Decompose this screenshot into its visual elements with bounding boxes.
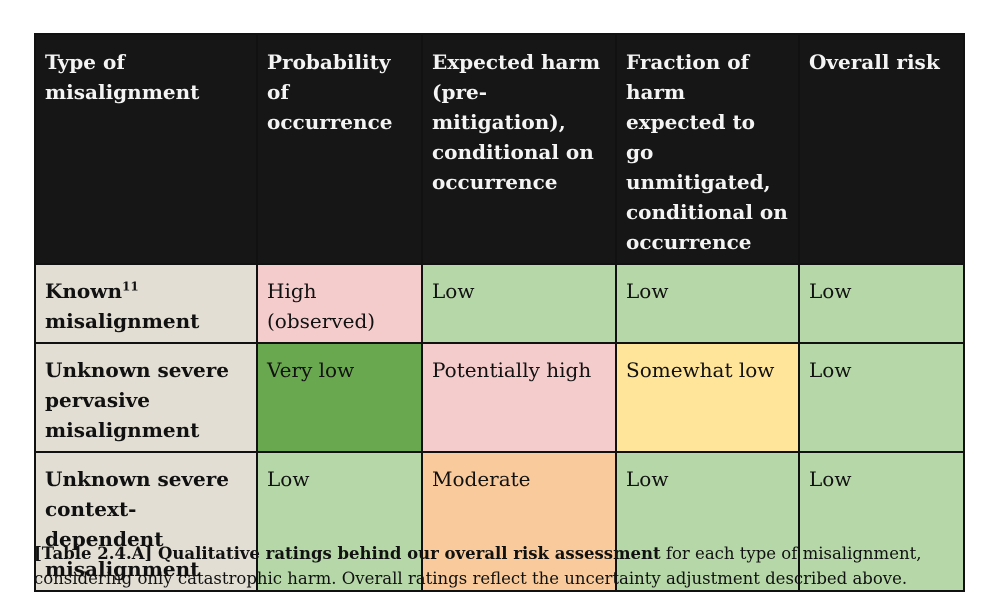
- cell-overall-risk: Low: [798, 342, 965, 453]
- header-fraction-unmitigated: Fraction of harm expected to go unmitiga…: [615, 33, 800, 265]
- table-row: Unknown severe pervasive misalignment Ve…: [34, 342, 965, 453]
- cell-expected-harm: Low: [421, 263, 617, 344]
- row-label-unknown-context-dependent: Unknown severe context-dependent misalig…: [34, 451, 258, 592]
- cell-overall-risk: Low: [798, 263, 965, 344]
- caption-bold: [Table 2.4.A] Qualitative ratings behind…: [34, 544, 661, 563]
- table-row: Unknown severe context-dependent misalig…: [34, 451, 965, 592]
- row-label-text: Known: [45, 279, 123, 303]
- cell-probability: Low: [256, 451, 423, 592]
- header-overall-risk: Overall risk: [798, 33, 965, 265]
- header-expected-harm: Expected harm (pre-mitigation), conditio…: [421, 33, 617, 265]
- table-row: Known11 misalignment High (observed) Low…: [34, 263, 965, 344]
- table-caption: [Table 2.4.A] Qualitative ratings behind…: [34, 541, 974, 591]
- caption-rest: for each type of misalignment, consideri…: [34, 544, 922, 588]
- header-probability: Probability of occurrence: [256, 33, 423, 265]
- cell-fraction-unmitigated: Somewhat low: [615, 342, 800, 453]
- row-label-suffix: misalignment: [45, 309, 200, 333]
- cell-overall-risk: Low: [798, 451, 965, 592]
- table-header-row: Type of misalignment Probability of occu…: [34, 33, 965, 265]
- row-label-unknown-pervasive: Unknown severe pervasive misalignment: [34, 342, 258, 453]
- cell-expected-harm: Moderate: [421, 451, 617, 592]
- cell-probability: Very low: [256, 342, 423, 453]
- cell-expected-harm: Potentially high: [421, 342, 617, 453]
- cell-probability: High (observed): [256, 263, 423, 344]
- cell-fraction-unmitigated: Low: [615, 263, 800, 344]
- risk-assessment-table: Type of misalignment Probability of occu…: [34, 33, 965, 592]
- cell-fraction-unmitigated: Low: [615, 451, 800, 592]
- risk-table-container: Type of misalignment Probability of occu…: [34, 33, 965, 592]
- row-label-known-misalignment: Known11 misalignment: [34, 263, 258, 344]
- header-type-of-misalignment: Type of misalignment: [34, 33, 258, 265]
- footnote-marker: 11: [122, 279, 139, 294]
